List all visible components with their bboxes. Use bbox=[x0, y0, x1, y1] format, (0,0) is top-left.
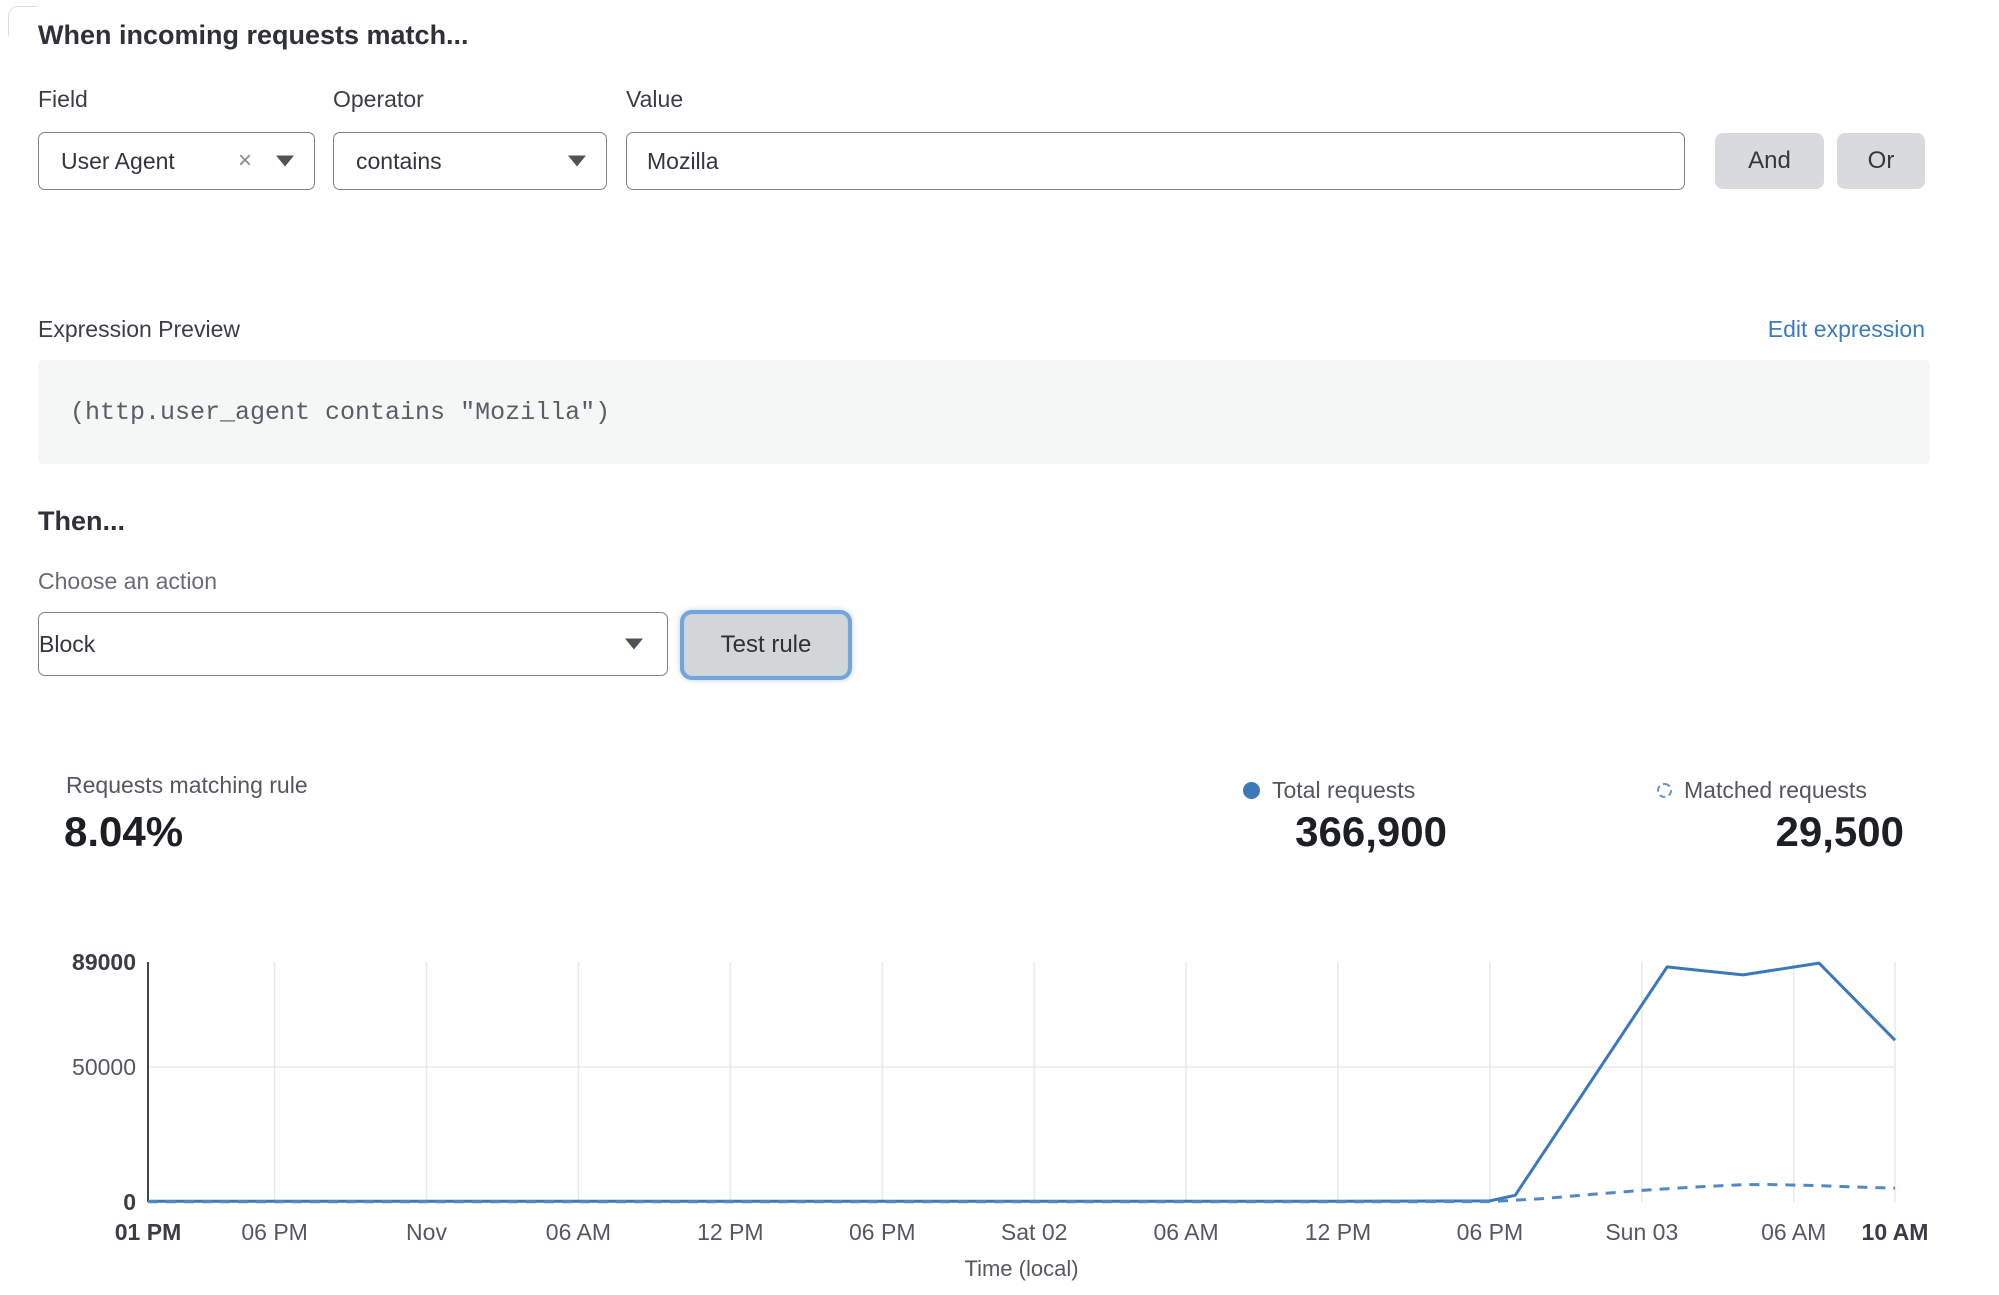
chevron-down-icon bbox=[276, 155, 294, 167]
total-requests-label: Total requests bbox=[1272, 777, 1416, 803]
field-label: Field bbox=[38, 86, 88, 112]
legend-total-requests: Total requests bbox=[1243, 777, 1415, 804]
edit-expression-link[interactable]: Edit expression bbox=[1767, 316, 1925, 342]
section-title-then: Then... bbox=[38, 506, 125, 536]
y-tick-label: 0 bbox=[123, 1189, 136, 1215]
section-title-match: When incoming requests match... bbox=[38, 20, 469, 50]
x-tick-label: 06 PM bbox=[241, 1219, 307, 1245]
operator-select[interactable]: contains bbox=[333, 132, 607, 190]
matched-requests-dashed-circle-icon bbox=[1657, 783, 1672, 798]
x-tick-label: Sat 02 bbox=[1001, 1219, 1068, 1245]
or-button[interactable]: Or bbox=[1837, 133, 1925, 189]
test-rule-button[interactable]: Test rule bbox=[680, 610, 852, 680]
matched-requests-value: 29,500 bbox=[1775, 808, 1904, 855]
requests-chart-svg: 0 50000 89000 01 PM 06 PM Nov 06 AM 12 PM 06 PM S… bbox=[72, 949, 1929, 1281]
matched-requests-label: Matched requests bbox=[1684, 777, 1867, 803]
x-tick-label: 06 PM bbox=[849, 1219, 915, 1245]
matched-requests-line bbox=[148, 1183, 1896, 1204]
operator-select-value: contains bbox=[356, 147, 442, 174]
requests-matching-value: 8.04% bbox=[64, 808, 184, 855]
x-tick-label: 06 PM bbox=[1457, 1219, 1523, 1245]
x-tick-label: 12 PM bbox=[1305, 1219, 1371, 1245]
chevron-down-icon bbox=[625, 638, 643, 650]
x-tick-label: 10 AM bbox=[1862, 1219, 1929, 1245]
legend-matched-requests: Matched requests bbox=[1657, 777, 1867, 804]
y-tick-label: 50000 bbox=[72, 1054, 136, 1080]
and-button[interactable]: And bbox=[1715, 133, 1824, 189]
x-tick-label: Sun 03 bbox=[1605, 1219, 1678, 1245]
x-tick-label: 06 AM bbox=[546, 1219, 611, 1245]
x-tick-label: 12 PM bbox=[697, 1219, 763, 1245]
expression-preview-label: Expression Preview bbox=[38, 316, 240, 342]
requests-chart: 0 50000 89000 01 PM 06 PM Nov 06 AM 12 PM 06 PM S… bbox=[0, 920, 1999, 1295]
x-axis-title: Time (local) bbox=[964, 1256, 1078, 1281]
x-tick-label: 06 AM bbox=[1153, 1219, 1218, 1245]
total-requests-dot-icon bbox=[1243, 782, 1260, 799]
value-input[interactable] bbox=[626, 132, 1685, 190]
value-label: Value bbox=[626, 86, 684, 112]
x-tick-label: 01 PM bbox=[115, 1219, 181, 1245]
clear-field-icon[interactable]: × bbox=[237, 147, 252, 174]
choose-action-label: Choose an action bbox=[38, 568, 218, 594]
y-tick-label: 89000 bbox=[72, 949, 136, 975]
card-corner bbox=[8, 6, 38, 36]
requests-matching-label: Requests matching rule bbox=[66, 772, 308, 798]
expression-code: (http.user_agent contains "Mozilla") bbox=[70, 397, 611, 427]
action-select-value: Block bbox=[39, 630, 96, 657]
expression-preview-box: (http.user_agent contains "Mozilla") bbox=[38, 360, 1930, 464]
total-requests-value: 366,900 bbox=[1295, 808, 1447, 855]
action-select[interactable]: Block bbox=[38, 612, 668, 676]
operator-label: Operator bbox=[333, 86, 424, 112]
field-select[interactable]: User Agent × bbox=[38, 132, 315, 190]
chevron-down-icon bbox=[568, 155, 586, 167]
total-requests-line bbox=[148, 961, 1897, 1203]
field-select-value: User Agent bbox=[61, 147, 175, 174]
x-tick-label: Nov bbox=[406, 1219, 447, 1245]
x-tick-label: 06 AM bbox=[1761, 1219, 1826, 1245]
